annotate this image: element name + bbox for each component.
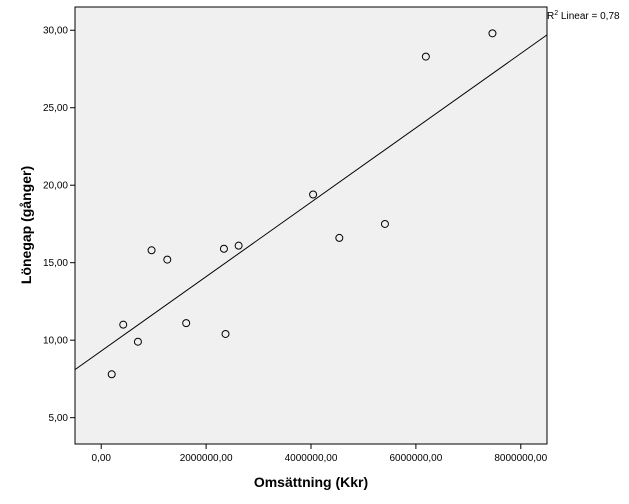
fit-line-layer bbox=[74, 34, 548, 371]
x-tick-label: 2000000,00 bbox=[180, 453, 233, 464]
x-tick-label: 0,00 bbox=[91, 453, 111, 464]
data-point bbox=[119, 320, 128, 329]
x-tick-label: 4000000,00 bbox=[285, 453, 338, 464]
r2-label: R2 Linear = 0,78 bbox=[547, 10, 620, 22]
x-tick-label: 6000000,00 bbox=[389, 453, 442, 464]
x-axis-title: Omsättning (Kkr) bbox=[254, 474, 368, 490]
y-tick-label: 5,00 bbox=[49, 413, 69, 424]
data-point bbox=[107, 370, 116, 379]
data-point bbox=[309, 190, 318, 199]
data-point bbox=[234, 241, 243, 250]
data-point bbox=[380, 219, 389, 228]
y-axis-title: Lönegap (gånger) bbox=[18, 166, 34, 284]
y-tick-label: 20,00 bbox=[43, 181, 68, 192]
data-point bbox=[182, 319, 191, 328]
data-point bbox=[163, 255, 172, 264]
data-point bbox=[221, 329, 230, 338]
fit-line bbox=[74, 34, 548, 371]
r2-label-prefix: R bbox=[547, 11, 554, 22]
y-axis: 5,00 10,00 15,00 20,00 25,00 30,00 bbox=[43, 26, 75, 424]
x-tick-label: 8000000,00 bbox=[494, 453, 547, 464]
points-layer bbox=[107, 29, 497, 379]
data-point bbox=[335, 233, 344, 242]
y-tick-label: 15,00 bbox=[43, 258, 68, 269]
data-point bbox=[133, 337, 142, 346]
x-axis: 0,00 2000000,00 4000000,00 6000000,00 800000… bbox=[91, 444, 548, 464]
y-tick-label: 10,00 bbox=[43, 336, 68, 347]
data-point bbox=[488, 29, 497, 38]
data-point bbox=[219, 244, 228, 253]
r2-label-sup: 2 bbox=[554, 10, 558, 17]
y-tick-label: 25,00 bbox=[43, 103, 68, 114]
plot-area bbox=[74, 6, 548, 445]
data-point bbox=[421, 52, 430, 61]
r2-label-rest: Linear = 0,78 bbox=[558, 11, 620, 22]
data-point bbox=[147, 246, 156, 255]
y-tick-label: 30,00 bbox=[43, 26, 68, 37]
